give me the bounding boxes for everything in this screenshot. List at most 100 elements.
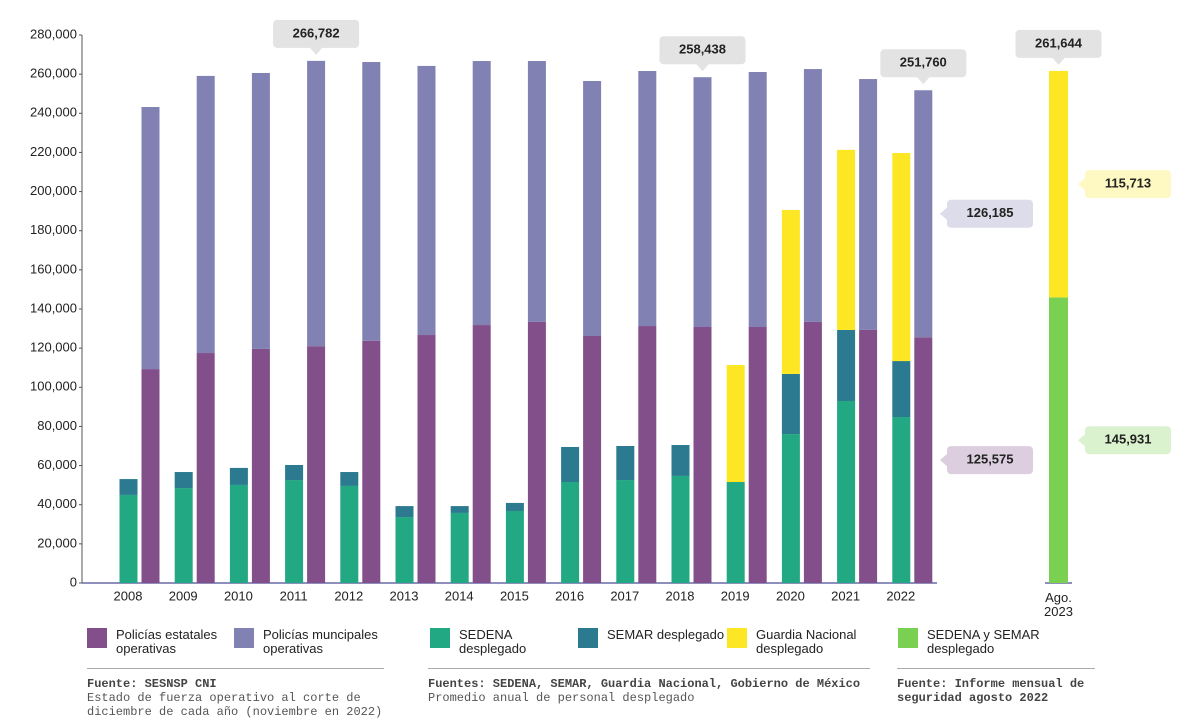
callout-box [1015, 29, 1102, 58]
bar-segment [527, 61, 546, 322]
bar-segment [781, 209, 800, 374]
bar-segment [616, 446, 635, 481]
x-tick-label: 2012 [334, 588, 363, 603]
y-tick-label: 280,000 [30, 26, 77, 41]
x-tick-label: 2019 [721, 588, 750, 603]
bar-segment [616, 480, 635, 583]
callout: 126,185 [940, 199, 1033, 228]
legend-swatch [898, 628, 918, 648]
legend-item: Policías muncipales operativas [234, 628, 423, 656]
y-tick-label: 120,000 [30, 340, 77, 355]
x-tick-label: 2008 [114, 588, 143, 603]
bar-segment [781, 434, 800, 583]
legend-item: SEDENA y SEMAR desplegado [898, 628, 1047, 656]
x-tick-label: 2021 [831, 588, 860, 603]
legend-label: SEMAR desplegado [607, 627, 725, 642]
bar-segment [251, 348, 270, 583]
chart: 0 20,000 40,000 60,000 80,000 100,000 120,000 1… [30, 19, 1171, 603]
x-tick-label: 2013 [390, 588, 419, 603]
bar-segment [726, 482, 745, 583]
bar-segment [671, 445, 690, 476]
bar-segment [583, 336, 602, 583]
bar-segment [671, 475, 690, 583]
callout: 266,782 [273, 19, 360, 55]
bar-segment [395, 517, 414, 583]
legend-swatch [430, 628, 450, 648]
source-note: Estado de fuerza operativo al corte de d… [87, 691, 383, 719]
bar-segment [229, 484, 248, 583]
callout-box [1085, 170, 1171, 199]
source: Fuente: Informe mensual de seguridad ago… [897, 677, 1085, 705]
x-tick-label: 2014 [445, 588, 474, 603]
bar-segment [859, 329, 878, 583]
legend-label: SEDENA y SEMAR desplegado [927, 627, 1040, 656]
bar-segment [638, 326, 657, 583]
callout: 261,644 [1015, 29, 1102, 65]
callout-label: 125,575 [967, 452, 1014, 467]
bar-segment [892, 153, 911, 362]
y-tick-label: 200,000 [30, 183, 77, 198]
bar-segment [285, 480, 304, 583]
bar-segment [914, 337, 933, 583]
source: Fuente: SESNSP CNI [87, 677, 217, 691]
callout-pointer [1078, 177, 1086, 192]
bar-segment [307, 60, 326, 347]
bar-segment [417, 65, 436, 336]
bar-segment [892, 361, 911, 418]
bar-segment [174, 472, 193, 489]
y-tick-label: 60,000 [37, 457, 77, 472]
legend-swatch [578, 628, 598, 648]
x-tick-label: 2009 [169, 588, 198, 603]
bar-segment [450, 512, 469, 583]
bar-segment [417, 335, 436, 583]
bar-segment [229, 467, 248, 485]
y-tick-label: 240,000 [30, 105, 77, 120]
bar-segment [583, 80, 602, 337]
legend-item: Guardia Nacional desplegado [727, 628, 876, 656]
bar-segment [307, 346, 326, 583]
bar-segment [914, 90, 933, 338]
callout-label: 258,438 [679, 42, 726, 57]
bar-segment [472, 61, 491, 326]
legend-swatch [727, 628, 747, 648]
bar-segment [340, 472, 359, 486]
callout-label: 126,185 [967, 205, 1014, 220]
callout-label: 251,760 [900, 55, 947, 70]
bar-segment [505, 510, 524, 583]
bar-segment [472, 325, 491, 583]
y-tick-label: 0 [70, 574, 77, 589]
callout-box [659, 36, 746, 65]
bar-segment [892, 417, 911, 583]
callout: 251,760 [880, 49, 967, 85]
bar-segment [141, 107, 160, 370]
callout-pointer [309, 46, 324, 55]
callout-pointer [695, 63, 710, 72]
callout: 125,575 [940, 446, 1033, 475]
y-tick-label: 20,000 [37, 535, 77, 550]
legend-swatch [234, 628, 254, 648]
bar-segment [450, 506, 469, 513]
bar-segment [174, 488, 193, 583]
y-tick-label: 180,000 [30, 222, 77, 237]
bar-segment [285, 464, 304, 481]
callout-pointer [940, 453, 948, 468]
bar-segment [693, 77, 712, 328]
callout-label: 145,931 [1105, 432, 1152, 447]
bar-segment [505, 502, 524, 511]
bar-segment [1049, 70, 1068, 298]
bar-segment [527, 321, 546, 583]
legend-item: Policías estatales operativas [87, 628, 226, 656]
bar-segment [362, 62, 381, 341]
bar-segment [859, 79, 878, 330]
legend-label: Guardia Nacional desplegado [756, 627, 857, 656]
x-tick-label: 2020 [776, 588, 805, 603]
callout-label: 266,782 [293, 25, 340, 40]
callout-box [947, 446, 1033, 475]
y-tick-label: 80,000 [37, 418, 77, 433]
bar-segment [561, 482, 580, 583]
callout-box [273, 19, 360, 48]
bar-segment [803, 69, 822, 322]
bar-segment [196, 75, 215, 354]
y-tick-label: 160,000 [30, 261, 77, 276]
